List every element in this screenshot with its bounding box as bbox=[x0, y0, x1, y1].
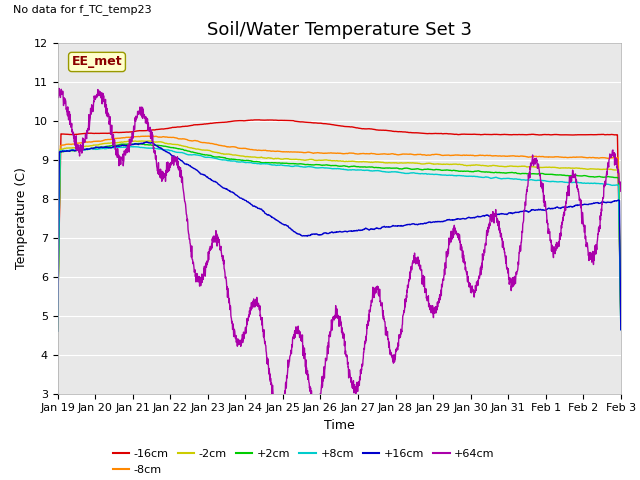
Y-axis label: Temperature (C): Temperature (C) bbox=[15, 168, 28, 269]
Legend: -16cm, -8cm, -2cm, +2cm, +8cm, +16cm, +64cm: -16cm, -8cm, -2cm, +2cm, +8cm, +16cm, +6… bbox=[108, 444, 499, 479]
Text: EE_met: EE_met bbox=[72, 56, 122, 69]
Title: Soil/Water Temperature Set 3: Soil/Water Temperature Set 3 bbox=[207, 21, 472, 39]
Text: No data for f_TC_temp23: No data for f_TC_temp23 bbox=[13, 4, 151, 15]
X-axis label: Time: Time bbox=[324, 419, 355, 432]
